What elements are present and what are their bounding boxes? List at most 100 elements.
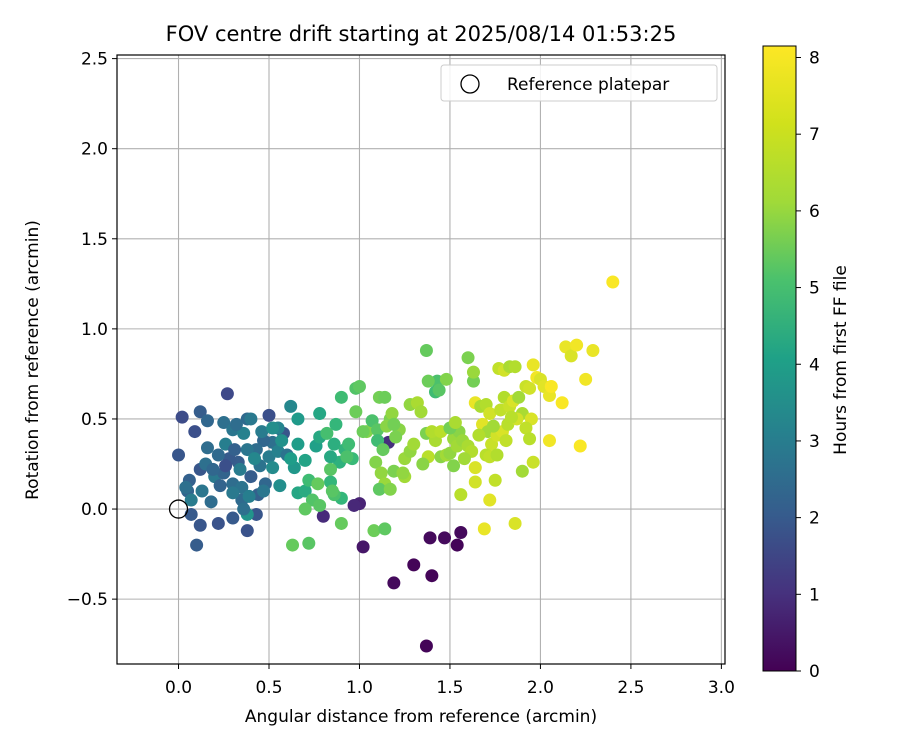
x-tick-label: 3.0 bbox=[708, 678, 735, 698]
reference-platepar-marker bbox=[168, 499, 189, 519]
colorbar-tick-label: 8 bbox=[809, 49, 820, 69]
data-point bbox=[468, 461, 482, 475]
data-point bbox=[579, 372, 593, 386]
data-point bbox=[324, 462, 338, 476]
data-point bbox=[213, 479, 227, 493]
data-point bbox=[450, 538, 464, 552]
data-point bbox=[356, 540, 370, 554]
data-point bbox=[387, 576, 401, 590]
data-point bbox=[526, 455, 540, 469]
data-point bbox=[421, 374, 435, 388]
data-point bbox=[291, 412, 305, 426]
data-point bbox=[466, 374, 480, 388]
data-point bbox=[448, 416, 462, 430]
data-point bbox=[248, 452, 262, 466]
data-point bbox=[488, 473, 502, 487]
data-point bbox=[499, 434, 513, 448]
data-point bbox=[515, 464, 529, 478]
data-point bbox=[389, 430, 403, 444]
legend-marker bbox=[460, 74, 480, 94]
y-axis-ticks: −0.5 0.0 0.5 1.0 1.5 2.0 2.5 bbox=[67, 50, 117, 610]
data-point bbox=[184, 493, 198, 507]
legend-label: Reference platepar bbox=[507, 75, 669, 95]
data-point bbox=[372, 482, 386, 496]
data-point bbox=[349, 405, 363, 419]
data-point bbox=[504, 410, 518, 424]
data-point bbox=[244, 412, 258, 426]
data-point bbox=[376, 443, 390, 457]
data-point bbox=[356, 425, 370, 439]
data-point bbox=[242, 489, 256, 503]
data-point bbox=[573, 439, 587, 453]
y-tick-label: 0.0 bbox=[81, 500, 108, 520]
data-point bbox=[512, 390, 526, 404]
data-point bbox=[266, 461, 280, 475]
data-point bbox=[211, 448, 225, 462]
data-point bbox=[228, 443, 242, 457]
data-point bbox=[347, 498, 361, 512]
data-point bbox=[211, 516, 225, 530]
data-point bbox=[419, 639, 433, 653]
colorbar: 0 1 2 3 4 5 6 7 8 Hours from first FF file bbox=[762, 45, 851, 682]
data-point bbox=[472, 428, 486, 442]
data-point bbox=[416, 457, 430, 471]
x-axis-ticks: 0.0 0.5 1.0 1.5 2.0 2.5 3.0 bbox=[165, 664, 735, 698]
data-point bbox=[298, 502, 312, 516]
data-point bbox=[461, 351, 475, 365]
data-point bbox=[523, 432, 537, 446]
data-point bbox=[193, 518, 207, 532]
data-point bbox=[329, 417, 343, 431]
data-point bbox=[217, 416, 231, 430]
x-tick-label: 0.0 bbox=[165, 678, 192, 698]
data-point bbox=[454, 525, 468, 539]
data-point bbox=[606, 275, 620, 289]
data-point bbox=[340, 450, 354, 464]
chart-title: FOV centre drift starting at 2025/08/14 … bbox=[166, 22, 677, 46]
data-point bbox=[490, 448, 504, 462]
data-point bbox=[240, 443, 254, 457]
data-point bbox=[195, 484, 209, 498]
data-point bbox=[313, 498, 327, 512]
data-point bbox=[206, 462, 220, 476]
data-point bbox=[193, 405, 207, 419]
data-point bbox=[327, 437, 341, 451]
data-point bbox=[190, 538, 204, 552]
data-point bbox=[483, 407, 497, 421]
data-point bbox=[477, 522, 491, 536]
colorbar-tick-label: 2 bbox=[809, 509, 820, 529]
y-tick-label: 0.5 bbox=[81, 410, 108, 430]
data-point bbox=[266, 421, 280, 435]
data-point bbox=[407, 558, 421, 572]
data-point bbox=[367, 524, 381, 538]
data-point bbox=[220, 387, 234, 401]
data-point bbox=[508, 516, 522, 530]
data-point bbox=[542, 434, 556, 448]
data-point bbox=[298, 453, 312, 467]
data-point bbox=[324, 450, 338, 464]
data-point bbox=[486, 419, 500, 433]
data-point bbox=[334, 516, 348, 530]
data-point bbox=[523, 381, 537, 395]
data-point bbox=[262, 408, 276, 422]
data-point bbox=[425, 425, 439, 439]
data-point bbox=[184, 507, 198, 521]
colorbar-tick-label: 1 bbox=[809, 585, 820, 605]
data-point bbox=[432, 383, 446, 397]
data-point bbox=[352, 380, 366, 394]
y-tick-label: 2.5 bbox=[81, 50, 108, 70]
data-point bbox=[526, 358, 540, 372]
data-point bbox=[396, 466, 410, 480]
data-point bbox=[483, 493, 497, 507]
data-point bbox=[334, 390, 348, 404]
data-point bbox=[298, 484, 312, 498]
data-point bbox=[200, 414, 214, 428]
data-point bbox=[175, 410, 189, 424]
data-point bbox=[240, 524, 254, 538]
y-tick-label: 2.0 bbox=[81, 140, 108, 160]
x-tick-label: 1.5 bbox=[436, 678, 463, 698]
data-point bbox=[219, 459, 233, 473]
colorbar-tick-label: 5 bbox=[809, 279, 820, 299]
x-tick-label: 2.5 bbox=[617, 678, 644, 698]
data-point bbox=[555, 396, 569, 410]
colorbar-tick-label: 7 bbox=[809, 125, 820, 145]
